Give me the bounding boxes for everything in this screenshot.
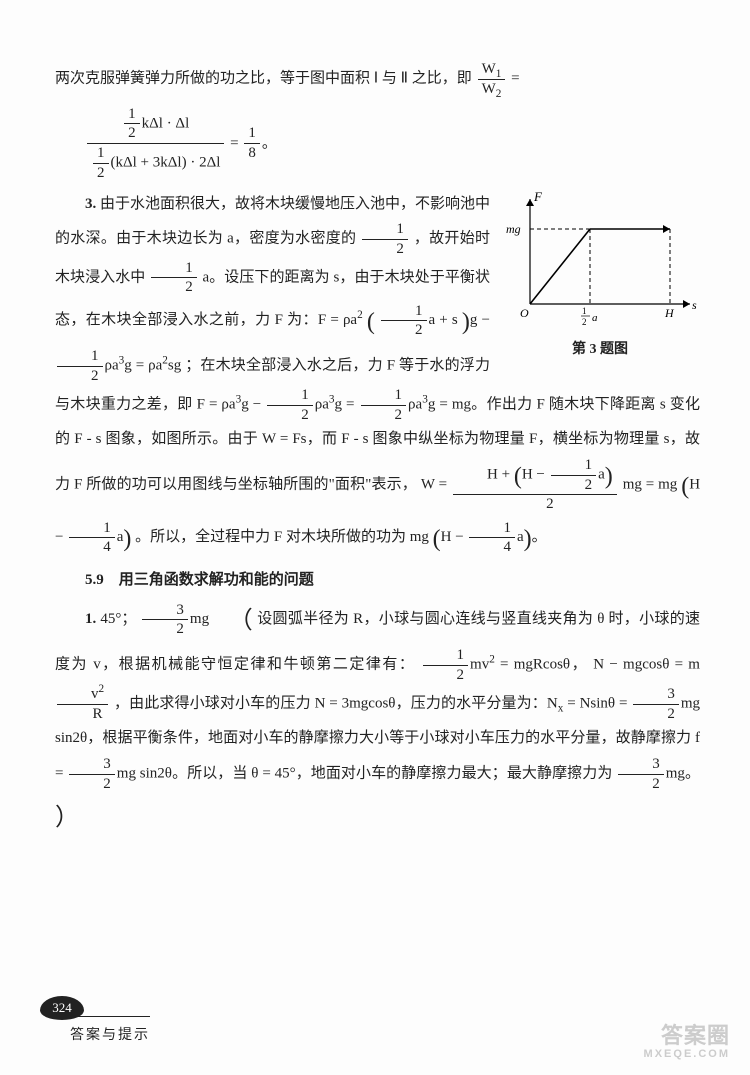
frac-W1-W2: W1 W2 <box>478 60 506 99</box>
axis-mg-label: mg <box>506 222 521 236</box>
figure-3: F mg O H s 1 2 a 第 3 题图 <box>500 189 700 366</box>
problem-3-number: 3. <box>85 196 96 212</box>
text: 两次克服弹簧弹力所做的功之比，等于图中面积 Ⅰ 与 Ⅱ 之比，即 <box>55 71 476 87</box>
figure-3-caption: 第 3 题图 <box>572 342 628 357</box>
problem-1-number: 1. <box>85 611 96 627</box>
axis-half-num: 1 <box>582 306 587 316</box>
watermark-sub: MXEQE.COM <box>644 1048 730 1060</box>
axis-origin-label: O <box>520 306 529 320</box>
graph-F-vs-s: F mg O H s 1 2 a <box>500 189 700 334</box>
axis-s-label: s <box>692 298 697 312</box>
footer-section-label: 答案与提示 <box>70 1016 150 1050</box>
axis-H-label: H <box>664 306 675 320</box>
axis-half-a: a <box>592 312 598 324</box>
axis-half-den: 2 <box>582 317 587 327</box>
section-5-9-title: 5.9 用三角函数求解功和能的问题 <box>55 565 700 597</box>
para-spring-ratio: 两次克服弹簧弹力所做的功之比，等于图中面积 Ⅰ 与 Ⅱ 之比，即 W1 W2 = <box>55 60 700 99</box>
watermark: 答案圈 MXEQE.COM <box>644 1024 730 1060</box>
axis-F-label: F <box>533 189 543 204</box>
page-content: 两次克服弹簧弹力所做的功之比，等于图中面积 Ⅰ 与 Ⅱ 之比，即 W1 W2 =… <box>55 60 700 844</box>
formula-big-fraction: 12kΔl · Δl 12(kΔl + 3kΔl) · 2Δl = 18。 <box>85 105 700 183</box>
problem-5-9-1: 1. 45°； 32mg （ 设圆弧半径为 R，小球与圆心连线与竖直线夹角为 θ… <box>55 596 700 844</box>
watermark-main: 答案圈 <box>661 1023 730 1048</box>
